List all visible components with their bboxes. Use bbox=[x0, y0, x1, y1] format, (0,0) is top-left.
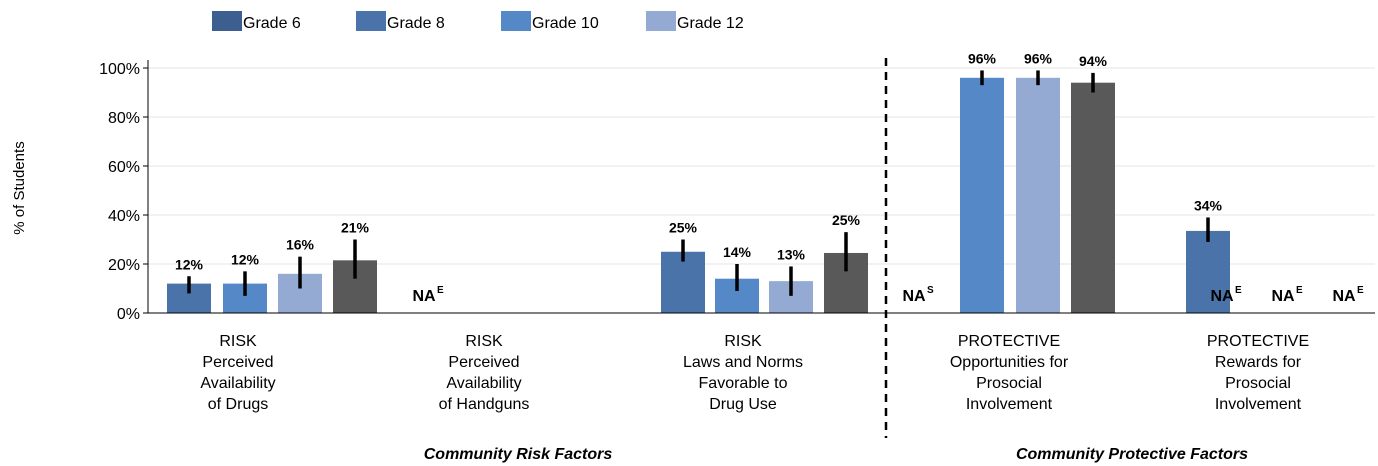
data-label: 14% bbox=[723, 244, 752, 260]
x-category-label: Favorable to bbox=[699, 375, 788, 392]
x-category-label: Availability bbox=[200, 375, 275, 392]
x-category-label: Perceived bbox=[448, 354, 519, 371]
y-tick-label: 20% bbox=[108, 257, 140, 274]
x-category-label: Opportunities for bbox=[950, 354, 1069, 371]
data-label: 13% bbox=[777, 246, 806, 262]
x-axis: RISK Perceived Availability of Drugs RISK Per… bbox=[148, 312, 1375, 413]
x-category-label: Laws and Norms bbox=[683, 354, 803, 371]
grid bbox=[148, 67, 1375, 265]
bar bbox=[1186, 230, 1230, 313]
y-tick-label: 100% bbox=[99, 61, 140, 78]
y-axis-label: % of Students bbox=[11, 141, 28, 234]
x-category-label: Involvement bbox=[966, 396, 1053, 413]
y-axis: 0% 20% 40% 60% 80% 100% bbox=[99, 60, 149, 323]
data-label: 96% bbox=[968, 50, 997, 66]
bar bbox=[1071, 82, 1115, 313]
legend: Grade 6 Grade 8 Grade 10 Grade 12 bbox=[212, 11, 744, 32]
legend-label: Grade 8 bbox=[387, 15, 445, 32]
bar bbox=[1016, 77, 1060, 313]
data-label: 21% bbox=[341, 220, 370, 236]
na-superscript: E bbox=[437, 285, 444, 296]
y-tick-label: 40% bbox=[108, 208, 140, 225]
legend-swatch bbox=[356, 11, 386, 31]
bars: 12% 12%16%21%NA E25%14% 13%25%96% 96% 94%NA S3… bbox=[167, 50, 1364, 313]
na-marker: NA bbox=[1332, 288, 1356, 305]
x-category-label: RISK bbox=[465, 333, 503, 350]
legend-swatch bbox=[646, 11, 676, 31]
data-label: 12% bbox=[175, 256, 204, 272]
data-label: 25% bbox=[669, 220, 698, 236]
y-tick-label: 0% bbox=[117, 306, 140, 323]
na-marker: NA bbox=[1210, 288, 1234, 305]
x-category-label: Perceived bbox=[202, 354, 273, 371]
data-label: 94% bbox=[1079, 53, 1108, 69]
x-category-label: PROTECTIVE bbox=[1207, 333, 1309, 350]
section-label-protective: Community Protective Factors bbox=[1016, 446, 1248, 463]
x-category-label: Drug Use bbox=[709, 396, 777, 413]
na-marker: NA bbox=[412, 288, 436, 305]
data-label: 34% bbox=[1194, 197, 1223, 213]
na-marker: NA bbox=[902, 288, 926, 305]
data-label: 16% bbox=[286, 237, 315, 253]
bar bbox=[661, 251, 705, 313]
legend-swatch bbox=[501, 11, 531, 31]
y-tick-label: 60% bbox=[108, 159, 140, 176]
x-category-label: RISK bbox=[724, 333, 762, 350]
na-superscript: S bbox=[927, 285, 934, 296]
x-category-label: Availability bbox=[446, 375, 521, 392]
legend-label: Grade 6 bbox=[243, 15, 301, 32]
x-category-label: RISK bbox=[219, 333, 257, 350]
data-label: 96% bbox=[1024, 50, 1053, 66]
na-superscript: E bbox=[1296, 285, 1303, 296]
na-superscript: E bbox=[1357, 285, 1364, 296]
data-label: 12% bbox=[231, 251, 260, 267]
x-category-label: of Handguns bbox=[439, 396, 530, 413]
legend-swatch bbox=[212, 11, 242, 31]
na-marker: NA bbox=[1271, 288, 1295, 305]
na-superscript: E bbox=[1235, 285, 1242, 296]
x-category-label: Involvement bbox=[1215, 396, 1302, 413]
legend-label: Grade 10 bbox=[532, 15, 599, 32]
data-label: 25% bbox=[832, 212, 861, 228]
section-label-risk: Community Risk Factors bbox=[424, 446, 613, 463]
y-tick-label: 80% bbox=[108, 110, 140, 127]
bar bbox=[960, 77, 1004, 313]
x-category-label: Prosocial bbox=[976, 375, 1042, 392]
x-category-label: PROTECTIVE bbox=[958, 333, 1060, 350]
x-category-label: Rewards for bbox=[1215, 354, 1302, 371]
x-category-label: of Drugs bbox=[208, 396, 268, 413]
x-category-label: Prosocial bbox=[1225, 375, 1291, 392]
legend-label: Grade 12 bbox=[677, 15, 744, 32]
